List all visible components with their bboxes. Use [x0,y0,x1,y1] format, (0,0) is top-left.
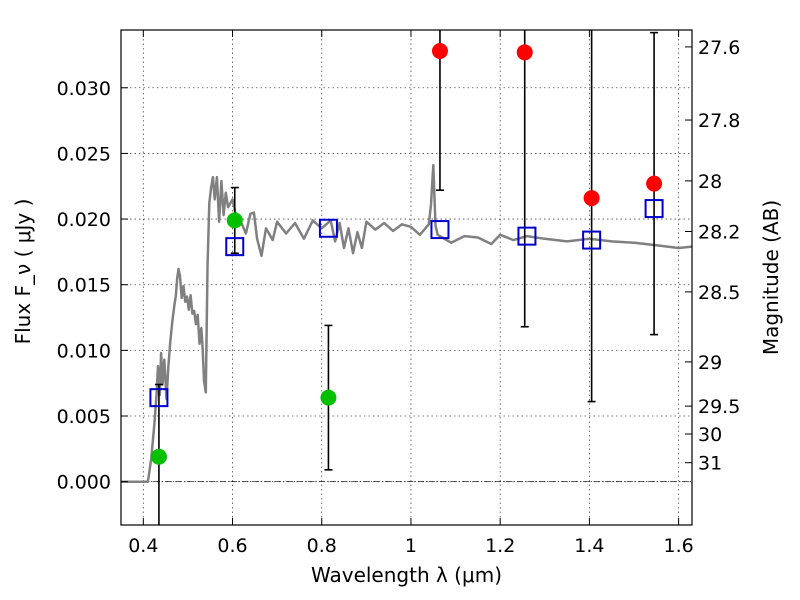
x-tick-label: 0.8 [307,535,337,557]
y-axis-right-label: Magnitude (AB) [759,200,783,355]
magnitude-tick-label: 29.5 [698,396,740,418]
y-tick-label: 0.010 [57,340,111,362]
x-tick-label: 1.6 [664,535,694,557]
x-tick-label: 1.2 [485,535,515,557]
x-tick-label: 0.4 [128,535,158,557]
red-data-point [431,43,448,60]
green-data-point [320,389,337,406]
red-data-point [583,190,600,207]
model-square [318,218,338,238]
magnitude-tick-label: 27.8 [698,110,740,132]
red-data-point [646,175,663,192]
model-square [582,230,602,250]
model-square [517,226,537,246]
grid-lines [121,30,692,525]
magnitude-tick-label: 29 [698,352,722,374]
plot-frame [120,29,693,526]
green-data-point [226,212,243,229]
model-spectrum-line [121,163,693,483]
magnitude-tick-label: 31 [698,453,722,475]
model-square [149,388,169,408]
y-tick-label: 0.005 [57,406,111,428]
x-tick-label: 1.4 [574,535,604,557]
magnitude-tick-label: 28 [698,171,722,193]
axis-ticks: 0.4 0.6 0.8 1 1.2 1.4 1.6 0.000 0.005 0.010 0.015 0… [57,30,740,557]
model-square [225,237,245,257]
model-photometry-squares [149,199,664,408]
model-square [430,220,450,240]
x-tick-label: 1 [405,535,417,557]
y-tick-label: 0.030 [57,78,111,100]
y-tick-label: 0.015 [57,275,111,297]
model-square [644,199,664,219]
magnitude-tick-label: 28.2 [698,221,740,243]
red-data-point [516,44,533,61]
magnitude-tick-label: 28.5 [698,282,740,304]
y-tick-label: 0.025 [57,143,111,165]
y-tick-label: 0.020 [57,209,111,231]
y-tick-label: 0.000 [57,472,111,494]
observed-points [150,43,663,465]
x-tick-label: 0.6 [217,535,247,557]
y-axis-label: Flux F_ν ( μJy ) [11,199,35,345]
green-data-point [150,448,167,465]
magnitude-tick-label: 27.6 [698,37,740,59]
x-axis-label: Wavelength λ (μm) [311,563,502,587]
error-bars [154,30,659,525]
magnitude-tick-label: 30 [698,424,722,446]
